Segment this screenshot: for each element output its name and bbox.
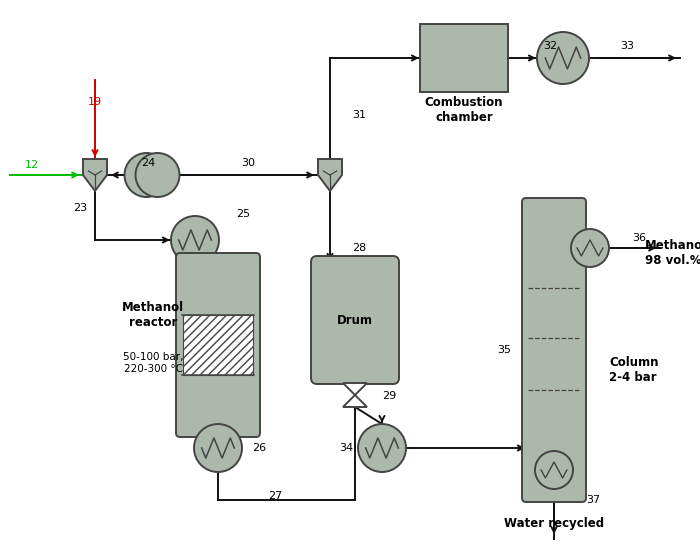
Text: 27: 27	[268, 491, 282, 501]
Text: 24: 24	[141, 158, 155, 168]
Text: 37: 37	[586, 495, 600, 505]
Text: 29: 29	[382, 391, 396, 401]
Text: Methanol
98 vol.%: Methanol 98 vol.%	[645, 239, 700, 267]
Polygon shape	[83, 159, 107, 191]
Text: 26: 26	[252, 443, 266, 453]
Circle shape	[136, 153, 179, 197]
Bar	[183, 315, 253, 375]
Text: 50-100 bar,
220-300 °C: 50-100 bar, 220-300 °C	[122, 352, 183, 374]
Text: 12: 12	[25, 160, 39, 170]
Bar	[420, 24, 508, 92]
Circle shape	[571, 229, 609, 267]
Text: 32: 32	[543, 41, 557, 51]
Text: 34: 34	[339, 443, 353, 453]
Circle shape	[358, 424, 406, 472]
Polygon shape	[343, 383, 367, 395]
Text: 23: 23	[73, 203, 87, 213]
FancyBboxPatch shape	[176, 253, 260, 437]
FancyBboxPatch shape	[311, 256, 399, 384]
Text: Combustion
chamber: Combustion chamber	[425, 96, 503, 124]
Circle shape	[125, 153, 169, 197]
Text: Water recycled: Water recycled	[504, 518, 604, 530]
FancyBboxPatch shape	[522, 198, 586, 502]
Text: 28: 28	[352, 243, 366, 253]
Text: Drum: Drum	[337, 313, 373, 327]
Text: 36: 36	[632, 233, 646, 243]
Text: I: I	[93, 80, 97, 90]
Text: 35: 35	[497, 345, 511, 355]
Circle shape	[537, 32, 589, 84]
Circle shape	[171, 216, 219, 264]
Text: 31: 31	[352, 110, 366, 120]
Circle shape	[535, 451, 573, 489]
Circle shape	[194, 424, 242, 472]
Polygon shape	[318, 159, 342, 191]
Text: 30: 30	[241, 158, 255, 168]
Text: Methanol
reactor: Methanol reactor	[122, 301, 184, 329]
Polygon shape	[343, 395, 367, 407]
Text: Column
2-4 bar: Column 2-4 bar	[609, 356, 659, 384]
Text: 25: 25	[236, 209, 250, 219]
Text: 33: 33	[620, 41, 634, 51]
Text: 19: 19	[88, 97, 102, 107]
